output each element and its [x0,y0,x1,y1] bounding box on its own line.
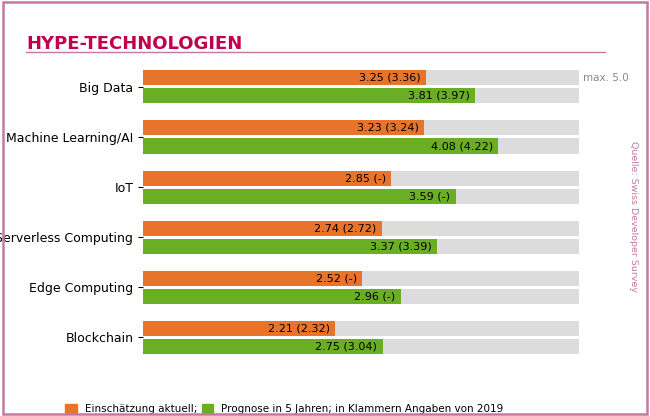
Bar [143,88,578,104]
Bar [143,239,437,254]
Bar [143,220,578,236]
Bar [143,321,578,336]
Text: 2.74 (2.72): 2.74 (2.72) [314,223,376,233]
Bar [143,289,401,304]
Bar [143,271,363,286]
Bar [143,70,426,85]
Bar [143,188,578,204]
Bar [143,171,578,186]
Bar [143,139,578,154]
Bar [143,220,382,236]
Text: 2.21 (2.32): 2.21 (2.32) [268,323,330,333]
Bar [143,339,382,354]
Bar [143,321,335,336]
Bar [143,88,475,104]
Bar [143,271,578,286]
Text: 3.81 (3.97): 3.81 (3.97) [408,91,470,101]
Text: 2.52 (-): 2.52 (-) [316,273,358,283]
Bar [143,121,578,136]
Text: 3.59 (-): 3.59 (-) [410,191,450,201]
Bar [143,139,499,154]
Bar [143,339,578,354]
Text: HYPE-TECHNOLOGIEN: HYPE-TECHNOLOGIEN [26,35,242,53]
Text: 3.23 (3.24): 3.23 (3.24) [358,123,419,133]
Text: Quelle: Swiss Developer Survey: Quelle: Swiss Developer Survey [629,141,638,292]
Text: 3.25 (3.36): 3.25 (3.36) [359,73,421,83]
Bar [143,289,578,304]
Bar [143,121,424,136]
Bar [143,70,578,85]
Text: 4.08 (4.22): 4.08 (4.22) [431,141,493,151]
Bar [143,188,456,204]
Text: max. 5.0: max. 5.0 [583,73,629,83]
Bar [143,171,391,186]
Bar [143,239,578,254]
Text: 2.85 (-): 2.85 (-) [345,173,386,183]
Text: 2.75 (3.04): 2.75 (3.04) [315,342,377,352]
Legend: Einschätzung aktuell;, Prognose in 5 Jahren; in Klammern Angaben von 2019: Einschätzung aktuell;, Prognose in 5 Jah… [61,400,508,416]
Text: 2.96 (-): 2.96 (-) [354,291,396,301]
Text: 3.37 (3.39): 3.37 (3.39) [370,241,432,251]
